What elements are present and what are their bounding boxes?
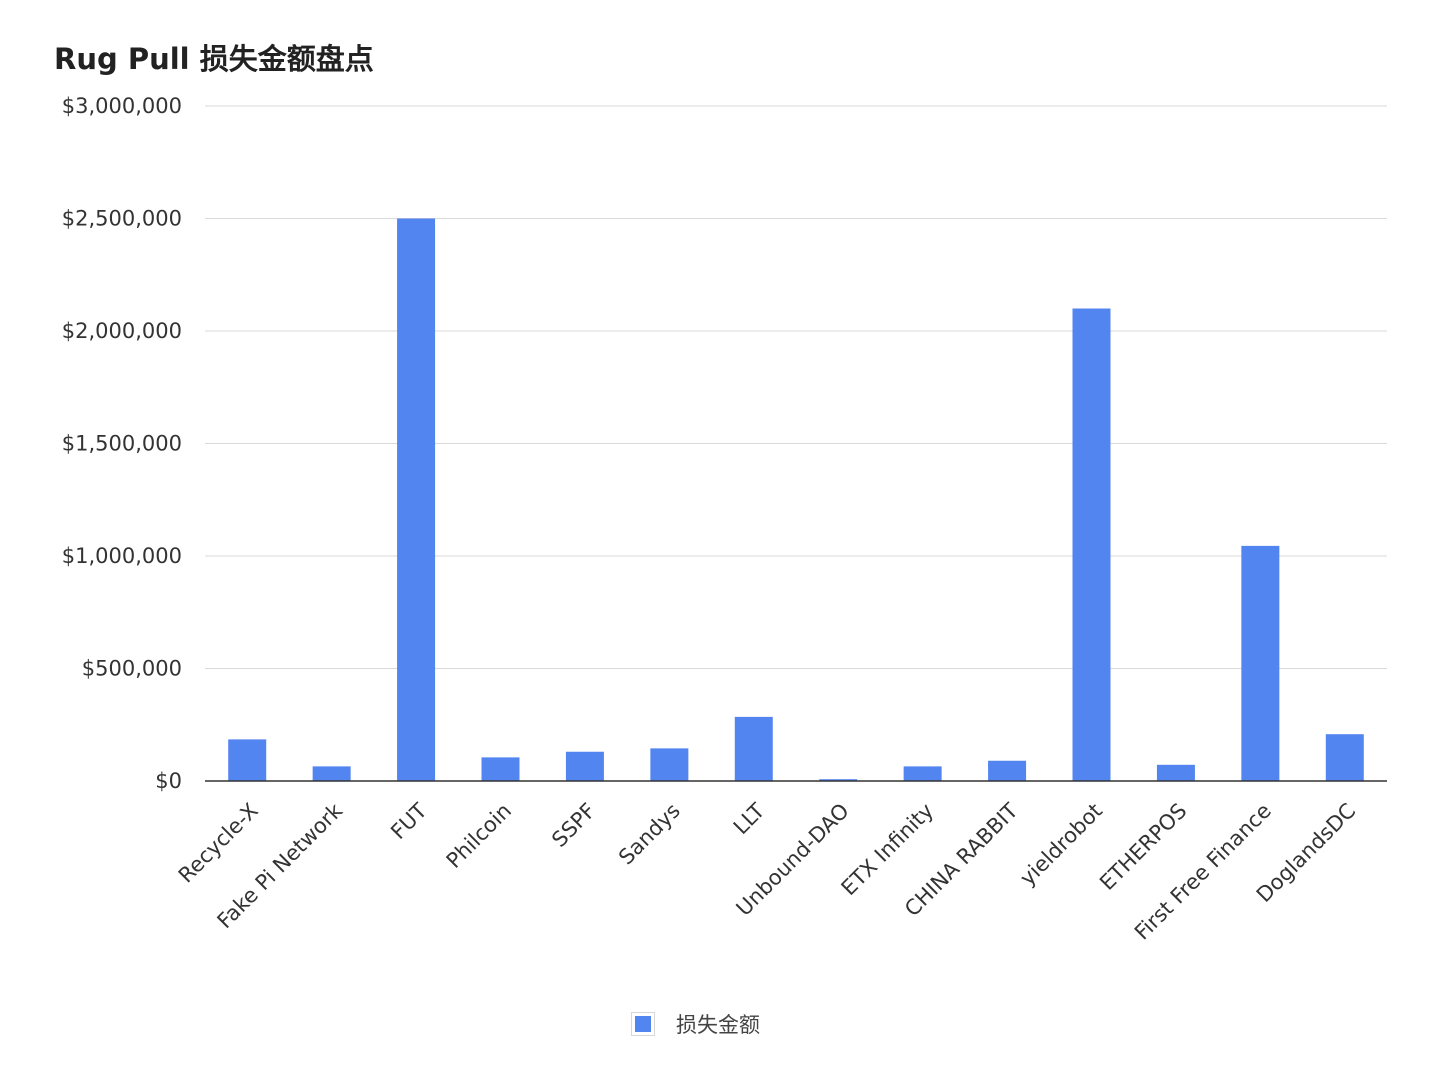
x-tick-label: yieldrobot: [1015, 799, 1107, 891]
legend-swatch: [631, 1012, 655, 1036]
bar[interactable]: [903, 766, 942, 781]
bar[interactable]: [312, 766, 351, 781]
x-tick-label: Philcoin: [442, 799, 516, 873]
x-tick-label: Recycle-X: [174, 799, 263, 888]
y-tick-label: $1,500,000: [62, 432, 182, 456]
x-tick-label: Sandys: [614, 799, 685, 870]
y-tick-label: $500,000: [82, 657, 182, 681]
chart-title: Rug Pull 损失金额盘点: [54, 42, 374, 76]
bar[interactable]: [1072, 308, 1111, 782]
legend-label: 损失金额: [676, 1013, 760, 1037]
y-tick-label: $2,000,000: [62, 319, 182, 343]
x-tick-label: FUT: [386, 798, 432, 844]
y-axis-tick-labels: $0 $500,000 $1,000,000 $1,500,000 $2,000,000…: [62, 94, 182, 793]
bar[interactable]: [1325, 734, 1364, 781]
gridlines: [205, 105, 1387, 669]
bar[interactable]: [734, 716, 773, 781]
bar[interactable]: [565, 751, 604, 781]
y-tick-label: $2,500,000: [62, 207, 182, 231]
y-tick-label: $1,000,000: [62, 544, 182, 568]
bar[interactable]: [819, 779, 858, 781]
legend[interactable]: 损失金额: [631, 1010, 760, 1038]
bars: [228, 218, 1364, 782]
bar[interactable]: [228, 739, 267, 781]
y-tick-label: $3,000,000: [62, 94, 182, 118]
bar[interactable]: [1241, 545, 1280, 781]
bar[interactable]: [481, 757, 520, 781]
x-tick-label: SSPF: [547, 799, 600, 852]
x-tick-label: LLT: [729, 798, 770, 839]
bar[interactable]: [397, 218, 436, 782]
bar[interactable]: [1156, 764, 1195, 781]
bar[interactable]: [988, 760, 1027, 781]
y-tick-label: $0: [155, 769, 182, 793]
bar[interactable]: [650, 748, 689, 781]
